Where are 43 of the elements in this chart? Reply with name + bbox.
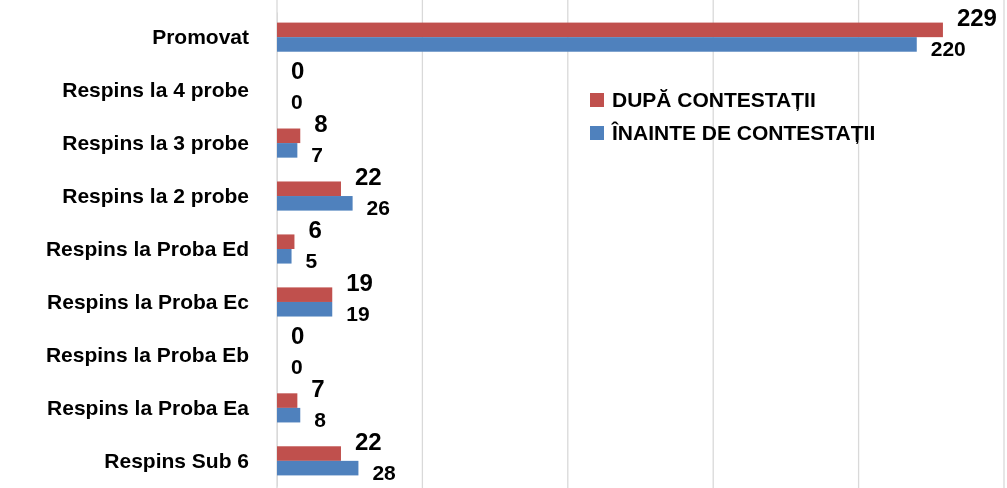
- y-tick-label: Promovat: [152, 24, 250, 48]
- data-label: 7: [311, 374, 325, 402]
- data-label: 0: [291, 355, 303, 379]
- data-label: 22: [354, 162, 382, 190]
- data-label: 0: [291, 56, 305, 84]
- bar: [277, 301, 333, 317]
- data-label: 7: [311, 143, 324, 167]
- data-label: 8: [314, 109, 328, 137]
- y-tick-label: Respins la Proba Ed: [45, 236, 249, 260]
- bar: [277, 196, 353, 211]
- data-label: 19: [346, 302, 370, 326]
- bar: [277, 460, 359, 476]
- data-label: 5: [305, 249, 318, 273]
- data-label: 0: [291, 90, 303, 114]
- bar: [277, 393, 298, 408]
- bar: [277, 407, 301, 423]
- y-tick-label: Respins la Proba Ea: [47, 395, 250, 419]
- data-label: 220: [930, 37, 966, 61]
- bar: [277, 234, 295, 249]
- data-label: 22: [354, 427, 382, 455]
- bar: [277, 181, 341, 197]
- bar: [277, 128, 301, 144]
- bar: [277, 37, 917, 52]
- y-tick-label: Respins la Proba Eb: [45, 342, 249, 366]
- data-label: 0: [291, 321, 305, 349]
- y-tick-label: Respins la Proba Ec: [47, 289, 250, 313]
- bar: [277, 249, 292, 264]
- legend-label: ÎNAINTE DE CONTESTAȚII: [611, 121, 876, 145]
- legend-label: DUPĂ CONTESTAȚII: [612, 88, 816, 112]
- bar: [277, 446, 341, 461]
- y-tick-label: Respins la 3 probe: [62, 130, 249, 154]
- data-label: 26: [366, 196, 390, 220]
- bar: [277, 287, 333, 302]
- data-label: 8: [314, 408, 327, 432]
- y-tick-label: Respins la 4 probe: [62, 77, 249, 101]
- data-label: 28: [372, 461, 397, 485]
- data-label: 229: [956, 3, 997, 31]
- bar: [277, 143, 298, 158]
- y-tick-label: Respins la 2 probe: [62, 183, 249, 207]
- data-label: 19: [346, 268, 373, 296]
- bar: [277, 22, 943, 38]
- y-tick-label: Respins Sub 6: [104, 448, 249, 472]
- data-label: 6: [308, 215, 322, 243]
